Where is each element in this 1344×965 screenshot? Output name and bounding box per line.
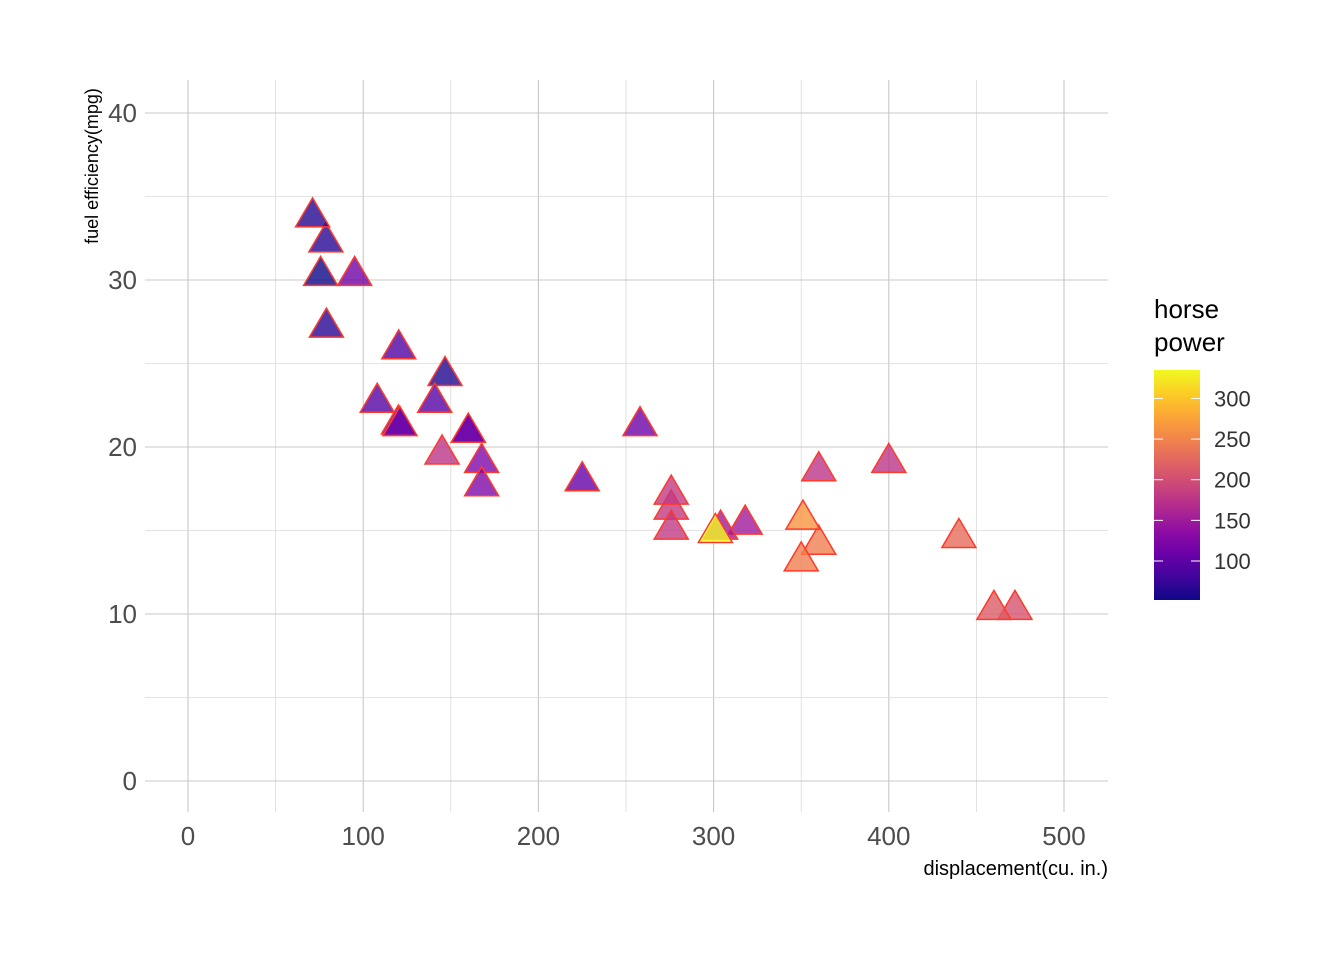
- data-point-triangle: [381, 405, 419, 437]
- data-point-triangle: [621, 405, 659, 437]
- y-tick-label: 0: [123, 766, 137, 796]
- colorbar-tick-label: 250: [1214, 427, 1251, 452]
- y-tick-label: 10: [108, 599, 137, 629]
- x-tick-label: 100: [342, 821, 385, 851]
- data-point-triangle: [380, 328, 418, 360]
- y-tick-label: 20: [108, 432, 137, 462]
- y-tick-label: 30: [108, 265, 137, 295]
- data-point-triangle: [800, 450, 838, 482]
- data-point-triangle: [800, 523, 838, 555]
- data-point-triangle: [782, 540, 820, 572]
- data-point-triangle: [416, 381, 453, 413]
- data-point-triangle: [336, 254, 373, 287]
- data-point-triangle: [563, 460, 601, 492]
- x-tick-label: 0: [181, 821, 195, 851]
- data-point-triangle: [308, 306, 345, 338]
- legend-title-line-1: horse: [1154, 294, 1219, 324]
- data-point-triangle: [784, 498, 822, 530]
- colorbar: [1154, 370, 1200, 600]
- x-tick-label: 300: [692, 821, 735, 851]
- data-point-triangle: [975, 588, 1013, 621]
- grid: [145, 80, 1108, 812]
- data-point-triangle: [426, 355, 464, 387]
- colorbar-tick-label: 200: [1214, 468, 1251, 493]
- legend-title-line-2: power: [1154, 327, 1225, 357]
- data-point-triangle: [302, 254, 339, 287]
- data-point-triangle: [423, 433, 461, 465]
- data-point-triangle: [870, 441, 908, 474]
- colorbar-tick-label: 300: [1214, 386, 1251, 411]
- data-point-triangle: [652, 508, 690, 540]
- x-tick-label: 400: [867, 821, 910, 851]
- data-point-triangle: [697, 512, 734, 544]
- data-point-triangle: [307, 221, 345, 253]
- data-point-triangle: [463, 465, 500, 497]
- data-point-triangle: [450, 411, 487, 444]
- data-point-triangle: [294, 196, 331, 228]
- y-axis-label: fuel efficiency(mpg): [82, 88, 102, 244]
- colorbar-tick-label: 100: [1214, 549, 1251, 574]
- x-axis-label: displacement(cu. in.): [923, 858, 1108, 880]
- x-tick-label: 200: [517, 821, 560, 851]
- points: [294, 196, 1034, 621]
- axes: 0 100 200 300 400 500 0 10 20 30 40: [108, 98, 1086, 851]
- data-point-triangle: [358, 381, 396, 413]
- data-point-triangle: [652, 473, 690, 505]
- y-tick-label: 40: [108, 98, 137, 128]
- data-point-triangle: [726, 503, 764, 535]
- color-legend: horse power 100 150 200 250 300: [1154, 294, 1251, 600]
- colorbar-tick-label: 150: [1214, 508, 1251, 533]
- data-point-triangle: [940, 517, 978, 549]
- x-tick-label: 500: [1042, 821, 1085, 851]
